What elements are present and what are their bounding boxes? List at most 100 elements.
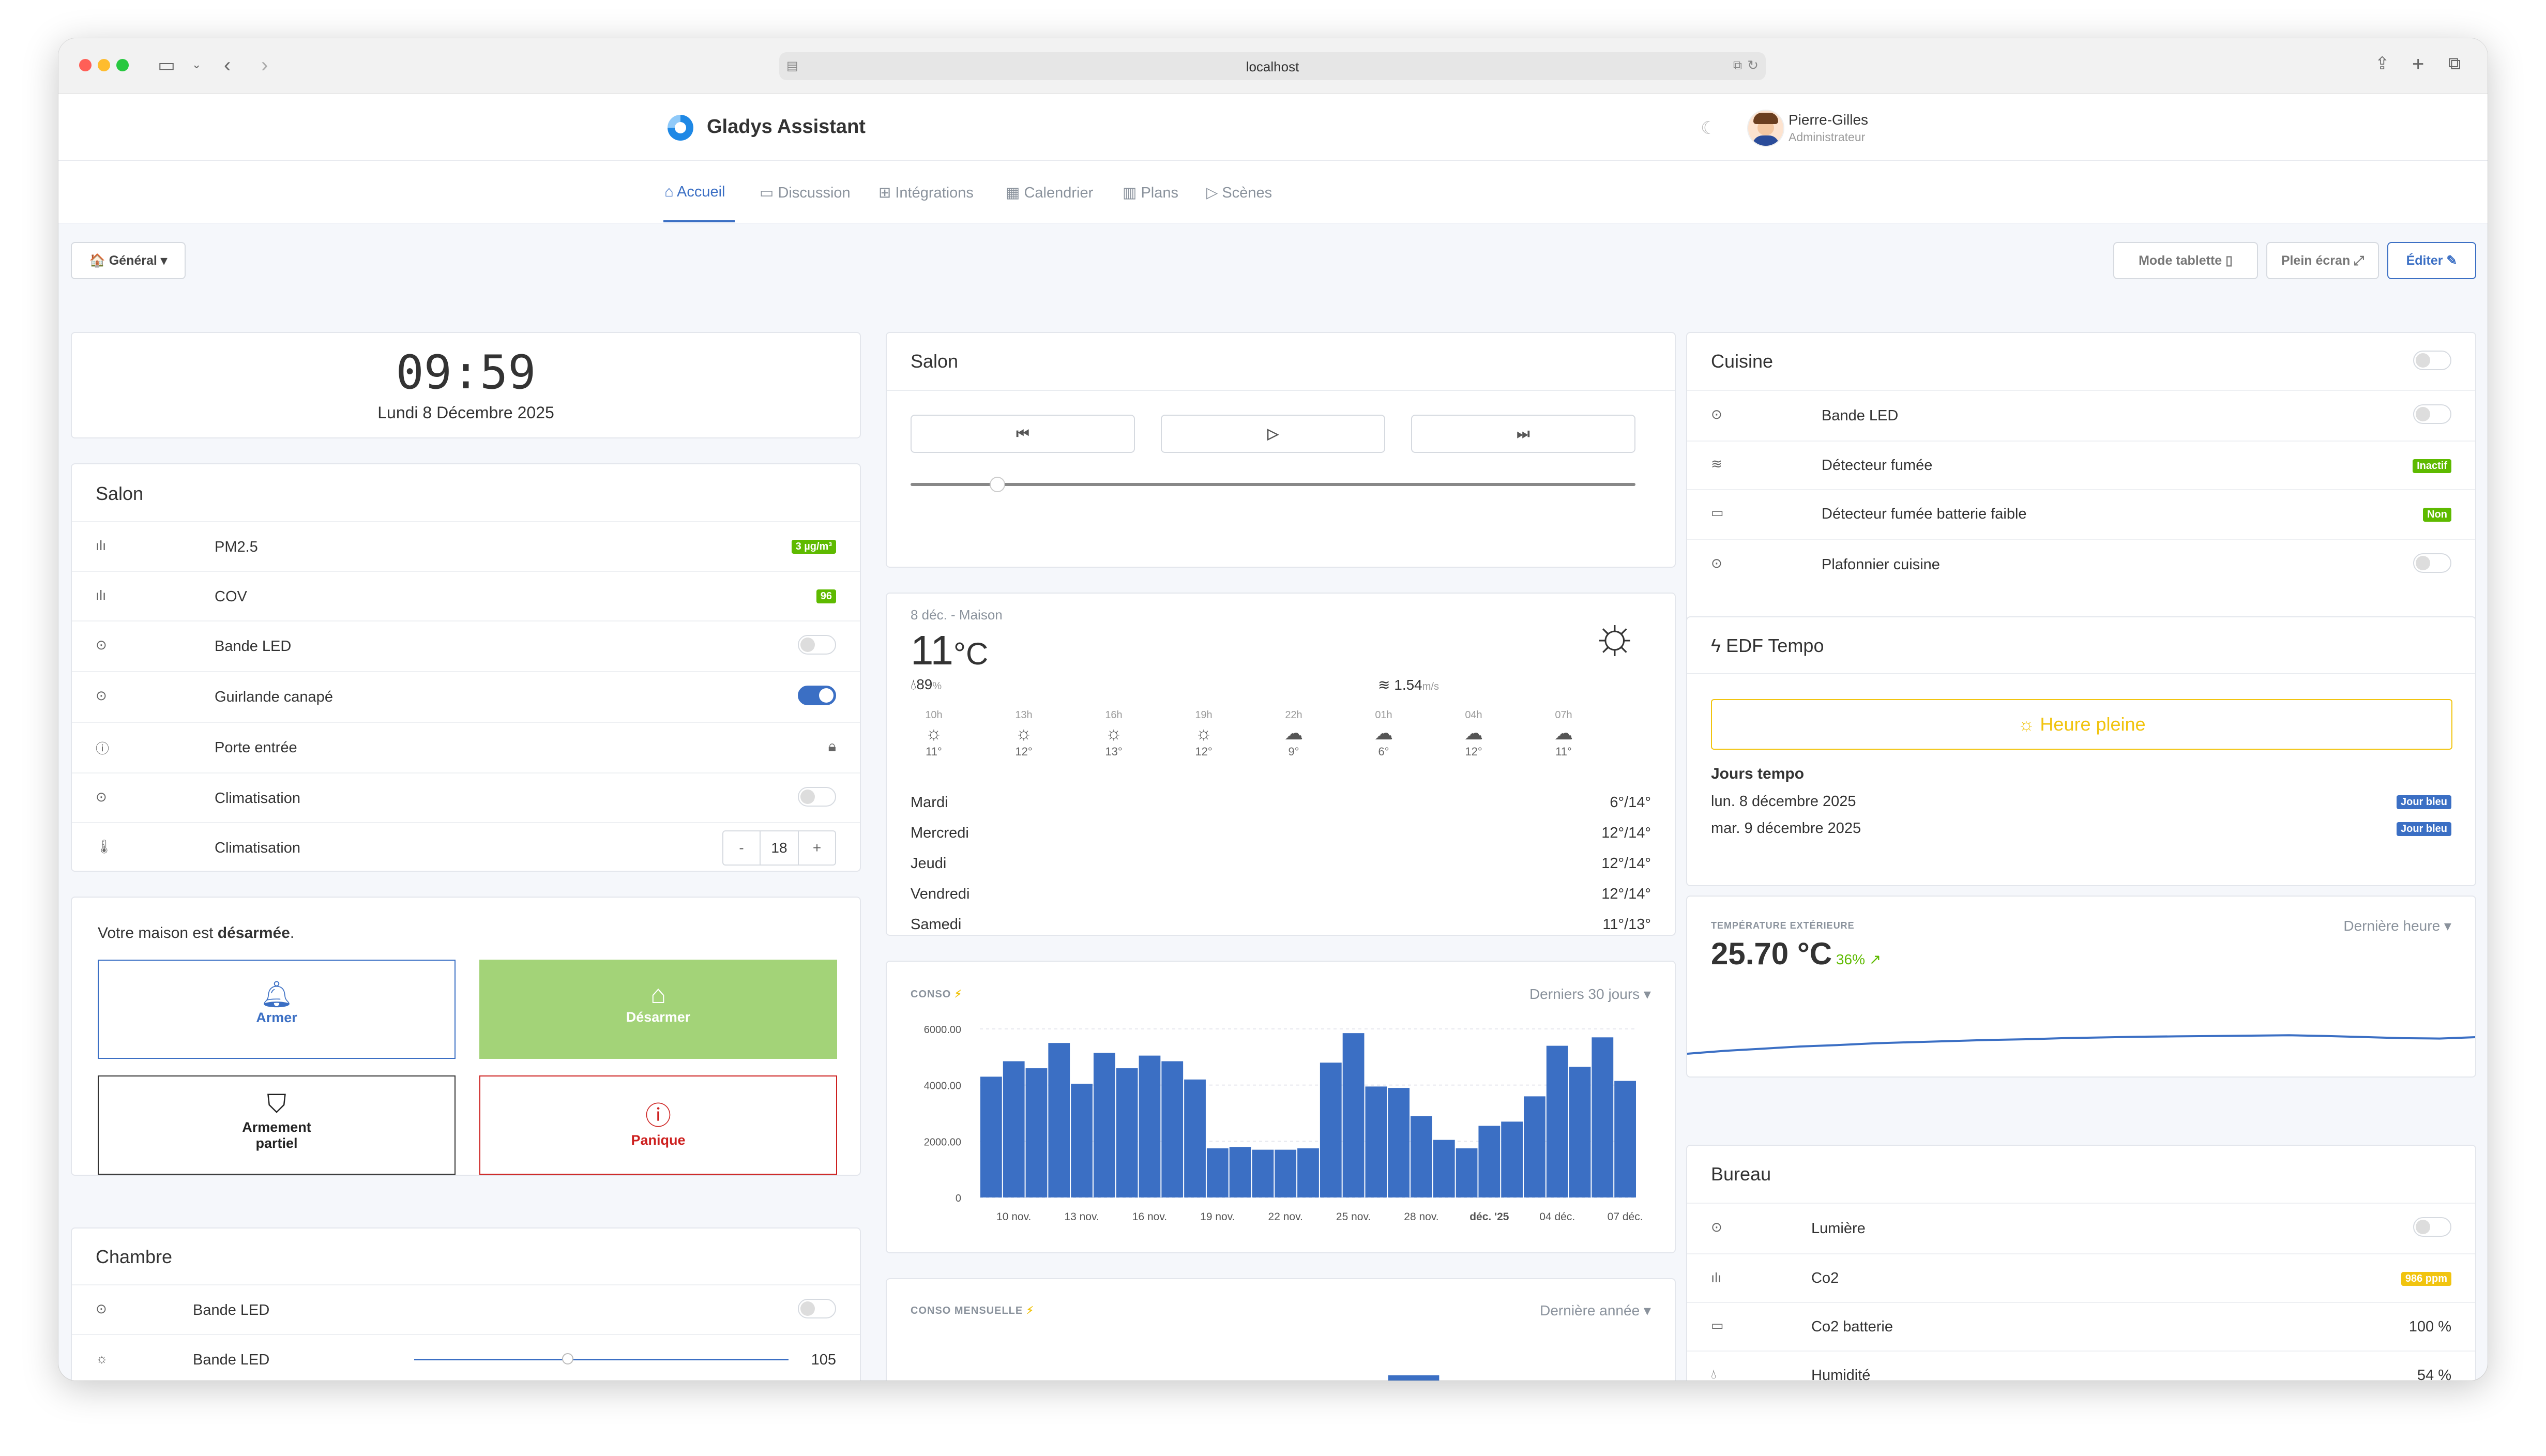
forecast-day: Samedi xyxy=(911,916,962,933)
tab-plans[interactable]: ▥ Plans xyxy=(1123,184,1178,202)
bar[interactable] xyxy=(1320,1063,1342,1197)
bar[interactable] xyxy=(1139,1055,1161,1197)
tab-scenes[interactable]: ▷ Scènes xyxy=(1206,184,1272,202)
panic-button[interactable]: ⓘ Panique xyxy=(479,1075,837,1175)
volume-slider[interactable] xyxy=(911,477,1635,492)
toggle-icon: ⊙ xyxy=(96,637,107,653)
skip-back-icon: ⏮︎ xyxy=(1016,426,1029,442)
bar[interactable] xyxy=(1411,1116,1432,1197)
toggle-switch[interactable] xyxy=(798,1299,836,1318)
bar[interactable] xyxy=(1275,1149,1297,1197)
toggle-switch[interactable] xyxy=(2413,1217,2451,1237)
bar[interactable] xyxy=(1229,1147,1251,1197)
address-bar[interactable]: ▤ localhost ⧉ ↻ xyxy=(779,52,1766,80)
bar[interactable] xyxy=(1071,1083,1093,1197)
bar[interactable] xyxy=(1569,1067,1591,1197)
bar[interactable] xyxy=(1388,1375,1439,1381)
edit-button[interactable]: Éditer ✎ xyxy=(2387,242,2476,279)
tab-label: Plans xyxy=(1141,185,1179,201)
arm-button[interactable]: 🔔︎ Armer xyxy=(98,960,456,1059)
bar[interactable] xyxy=(1592,1037,1614,1197)
tab-calendrier[interactable]: ▦ Calendrier xyxy=(1006,184,1093,202)
share-icon[interactable]: ⇪ xyxy=(2375,54,2390,73)
y-tick-label: 2000.00 xyxy=(924,1136,961,1148)
bar[interactable] xyxy=(1456,1148,1478,1197)
toggle-switch[interactable] xyxy=(798,635,836,655)
back-icon[interactable]: ‹ xyxy=(224,54,231,77)
bar[interactable] xyxy=(1003,1061,1025,1197)
play-icon: ▷ xyxy=(1267,426,1279,442)
brightness-slider[interactable] xyxy=(414,1353,789,1364)
increment-button[interactable]: + xyxy=(798,831,835,865)
bar[interactable] xyxy=(1048,1043,1070,1197)
bar[interactable] xyxy=(1365,1086,1387,1197)
chevron-down-icon[interactable]: ⌄ xyxy=(192,58,202,71)
gladys-logo[interactable] xyxy=(668,115,693,141)
user-name[interactable]: Pierre-Gilles xyxy=(1789,112,1869,128)
alarm-status-value: désarmée xyxy=(217,924,290,942)
bar[interactable] xyxy=(1206,1148,1229,1197)
tab-accueil[interactable]: ⌂ Accueil xyxy=(664,184,725,201)
decrement-button[interactable]: - xyxy=(723,831,761,865)
sidebar-toggle-icon[interactable]: ▭ xyxy=(158,54,176,75)
bar[interactable] xyxy=(1524,1096,1545,1197)
browser-window: ▭ ⌄ ‹ › ▤ localhost ⧉ ↻ ⇪ + ⧉ Gladys Ass… xyxy=(58,38,2488,1381)
lock-icon[interactable]: 🔒︎ xyxy=(828,738,836,755)
slider-handle[interactable] xyxy=(562,1353,573,1364)
panic-label: Panique xyxy=(631,1132,686,1148)
room-toggle-switch[interactable] xyxy=(2413,351,2451,370)
moon-icon[interactable]: ☾ xyxy=(1701,118,1717,138)
bar[interactable] xyxy=(1093,1053,1115,1197)
slider-value: 105 xyxy=(811,1352,836,1368)
home-icon: ⌂ xyxy=(650,980,666,1009)
dashboard-select[interactable]: 🏠 Général ▾ xyxy=(71,242,186,279)
slider-handle[interactable] xyxy=(990,477,1006,492)
tab-discussion[interactable]: ▭ Discussion xyxy=(760,184,851,202)
toggle-switch[interactable] xyxy=(2413,553,2451,573)
period-dropdown[interactable]: Dernière année ▾ xyxy=(1540,1302,1651,1318)
bar[interactable] xyxy=(1614,1081,1636,1197)
alarm-status-prefix: Votre maison est xyxy=(98,924,218,942)
bar[interactable] xyxy=(1025,1068,1048,1197)
toggle-switch[interactable] xyxy=(2413,404,2451,424)
play-button[interactable]: ▷ xyxy=(1161,415,1385,453)
bar[interactable] xyxy=(1546,1045,1568,1197)
bar[interactable] xyxy=(1161,1061,1184,1197)
maximize-window-icon[interactable] xyxy=(116,59,129,71)
minimize-window-icon[interactable] xyxy=(98,59,110,71)
period-dropdown[interactable]: Dernière heure ▾ xyxy=(2343,918,2451,934)
bar[interactable] xyxy=(1501,1121,1523,1197)
toggle-switch[interactable] xyxy=(798,787,836,807)
next-button[interactable]: ⏭︎ xyxy=(1411,415,1635,453)
bar[interactable] xyxy=(1388,1088,1410,1197)
reload-icon[interactable]: ↻ xyxy=(1747,57,1759,73)
fullscreen-button[interactable]: Plein écran ⤢ xyxy=(2266,242,2379,279)
hourly-forecast-item: 22h ☁︎ 9° xyxy=(1270,709,1317,759)
close-window-icon[interactable] xyxy=(79,59,92,71)
avatar[interactable] xyxy=(1747,110,1784,147)
bar[interactable] xyxy=(980,1076,1002,1197)
wind: ≋ 1.54m/s xyxy=(1378,676,1439,693)
tablet-mode-button[interactable]: Mode tablette ▯ xyxy=(2113,242,2258,279)
play-icon: ▷ xyxy=(1206,185,1222,201)
stepper-value[interactable]: 18 xyxy=(771,840,787,856)
bar[interactable] xyxy=(1433,1140,1455,1197)
bar[interactable] xyxy=(1184,1079,1206,1197)
toggle-switch[interactable] xyxy=(798,686,836,705)
partial-arm-button[interactable]: ⛉ Armement partiel xyxy=(98,1075,456,1175)
forward-icon[interactable]: › xyxy=(261,54,268,77)
bar[interactable] xyxy=(1297,1148,1319,1197)
bar[interactable] xyxy=(1342,1033,1365,1197)
translate-icon[interactable]: ⧉ xyxy=(1733,58,1742,72)
new-tab-icon[interactable]: + xyxy=(2412,53,2424,75)
tab-integrations[interactable]: ⊞ Intégrations xyxy=(878,184,974,202)
bar[interactable] xyxy=(1478,1126,1501,1197)
disarm-button[interactable]: ⌂ Désarmer xyxy=(479,960,837,1059)
period-dropdown[interactable]: Derniers 30 jours ▾ xyxy=(1529,986,1651,1002)
brand-name[interactable]: Gladys Assistant xyxy=(707,116,866,138)
card-title: Cuisine xyxy=(1711,351,1774,372)
bar[interactable] xyxy=(1252,1149,1274,1197)
tabs-overview-icon[interactable]: ⧉ xyxy=(2448,54,2461,73)
previous-button[interactable]: ⏮︎ xyxy=(911,415,1135,453)
bar[interactable] xyxy=(1116,1068,1138,1197)
